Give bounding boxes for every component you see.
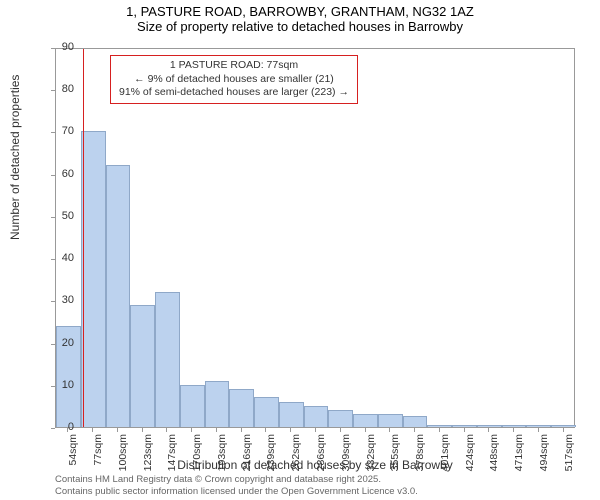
attribution-text: Contains HM Land Registry data © Crown c… <box>55 474 418 497</box>
annotation-box: 1 PASTURE ROAD: 77sqm← 9% of detached ho… <box>110 55 358 104</box>
y-tick-label: 90 <box>44 41 74 53</box>
histogram-bar <box>106 165 131 427</box>
title-line-1: 1, PASTURE ROAD, BARROWBY, GRANTHAM, NG3… <box>0 4 600 19</box>
chart-title: 1, PASTURE ROAD, BARROWBY, GRANTHAM, NG3… <box>0 0 600 34</box>
y-tick-label: 40 <box>44 252 74 264</box>
x-tick-mark <box>464 428 465 432</box>
attribution-line-2: Contains public sector information licen… <box>55 486 418 497</box>
x-tick-mark <box>538 428 539 432</box>
histogram-bar <box>130 305 155 427</box>
x-tick-mark <box>340 428 341 432</box>
x-tick-mark <box>216 428 217 432</box>
x-tick-mark <box>488 428 489 432</box>
histogram-bar <box>403 416 428 427</box>
x-tick-mark <box>191 428 192 432</box>
x-tick-mark <box>265 428 266 432</box>
y-tick-label: 30 <box>44 294 74 306</box>
histogram-bar <box>452 425 477 427</box>
plot-border: 1 PASTURE ROAD: 77sqm← 9% of detached ho… <box>55 48 575 428</box>
attribution-line-1: Contains HM Land Registry data © Crown c… <box>55 474 418 485</box>
histogram-bar <box>526 425 551 427</box>
x-tick-mark <box>563 428 564 432</box>
histogram-bar <box>254 397 279 427</box>
x-tick-mark <box>142 428 143 432</box>
histogram-bar <box>551 425 576 427</box>
x-tick-mark <box>315 428 316 432</box>
x-tick-mark <box>513 428 514 432</box>
y-tick-label: 70 <box>44 125 74 137</box>
histogram-bar <box>477 425 502 427</box>
y-tick-label: 10 <box>44 379 74 391</box>
y-tick-label: 20 <box>44 337 74 349</box>
histogram-bar <box>378 414 403 427</box>
y-tick-label: 80 <box>44 83 74 95</box>
x-tick-mark <box>241 428 242 432</box>
x-tick-mark <box>414 428 415 432</box>
y-tick-label: 0 <box>44 421 74 433</box>
x-tick-mark <box>92 428 93 432</box>
chart-plot-area: 1 PASTURE ROAD: 77sqm← 9% of detached ho… <box>55 48 575 428</box>
histogram-bar <box>81 131 106 427</box>
histogram-bar <box>180 385 205 427</box>
x-tick-mark <box>166 428 167 432</box>
x-tick-mark <box>117 428 118 432</box>
histogram-bar <box>229 389 254 427</box>
histogram-bar <box>353 414 378 427</box>
x-tick-mark <box>365 428 366 432</box>
annotation-line1: 1 PASTURE ROAD: 77sqm <box>119 59 349 73</box>
histogram-bar <box>155 292 180 427</box>
x-tick-mark <box>389 428 390 432</box>
histogram-bar <box>279 402 304 427</box>
annotation-line2: ← 9% of detached houses are smaller (21) <box>119 73 349 87</box>
x-axis-label: Distribution of detached houses by size … <box>55 458 575 472</box>
histogram-bar <box>205 381 230 427</box>
x-tick-mark <box>439 428 440 432</box>
annotation-line3: 91% of semi-detached houses are larger (… <box>119 86 349 100</box>
histogram-bar <box>502 425 527 427</box>
x-tick-mark <box>290 428 291 432</box>
histogram-bar <box>328 410 353 427</box>
histogram-bar <box>304 406 329 427</box>
histogram-bar <box>427 425 452 427</box>
y-tick-label: 50 <box>44 210 74 222</box>
y-axis-label: Number of detached properties <box>8 75 22 240</box>
y-tick-label: 60 <box>44 168 74 180</box>
reference-line <box>83 49 84 427</box>
title-line-2: Size of property relative to detached ho… <box>0 19 600 34</box>
